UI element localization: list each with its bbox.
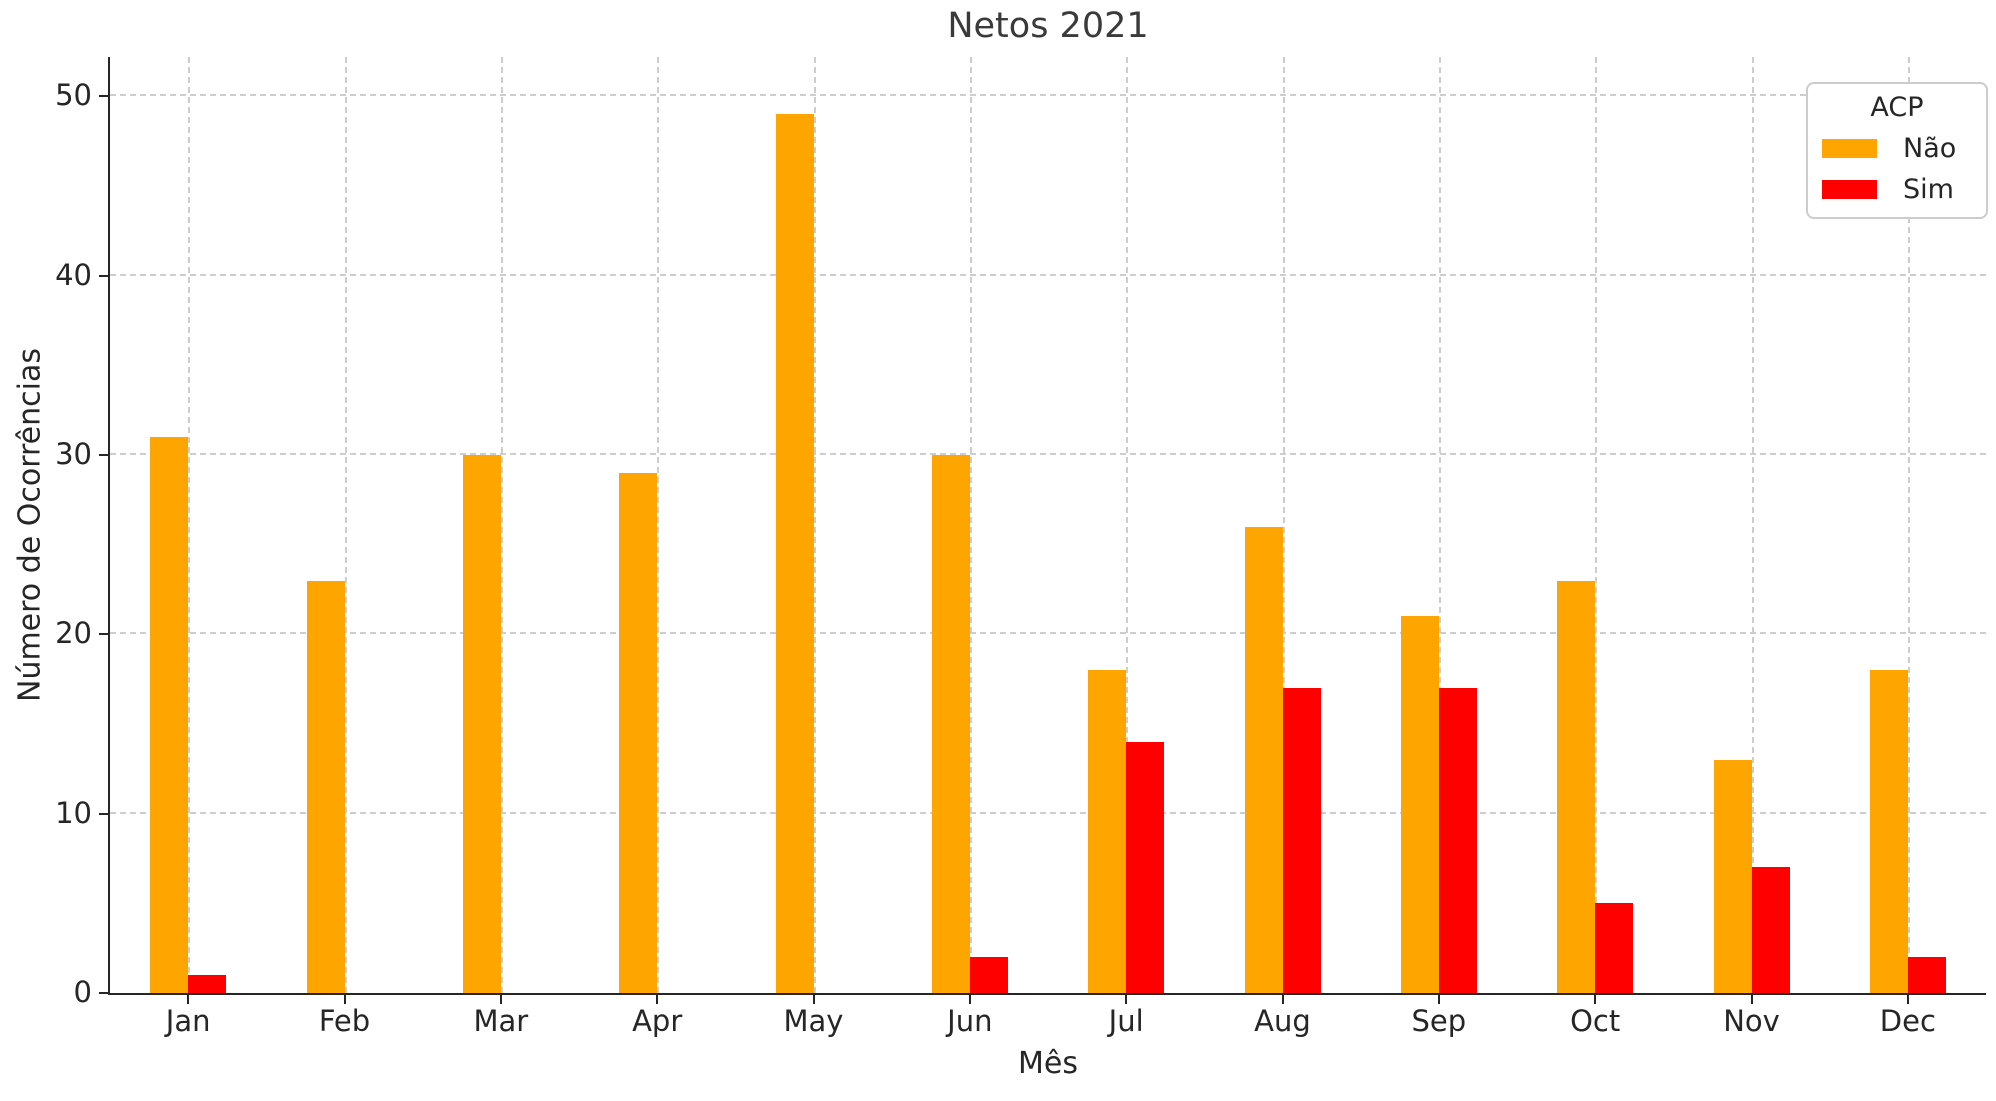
bar-sim-sep	[1438, 688, 1477, 993]
bar-sim-jun	[969, 957, 1008, 993]
bar-nao-nov	[1713, 759, 1752, 993]
vertical-gridline	[657, 57, 660, 993]
x-tick-mark	[1906, 995, 1909, 1004]
x-tick-mark	[343, 995, 346, 1004]
x-tick-label: Jan	[165, 1004, 211, 1038]
bar-nao-oct	[1557, 580, 1596, 993]
x-tick-label: Apr	[632, 1004, 683, 1038]
vertical-gridline	[813, 57, 816, 993]
x-tick-mark	[1281, 995, 1284, 1004]
x-tick-mark	[1750, 995, 1753, 1004]
chart-title: Netos 2021	[947, 6, 1149, 46]
x-tick-label: Feb	[318, 1004, 371, 1038]
x-tick-label: Nov	[1723, 1004, 1780, 1038]
bar-nao-sep	[1400, 616, 1439, 993]
y-tick-label: 0	[73, 975, 92, 1009]
y-tick-mark	[99, 95, 108, 98]
y-tick-label: 10	[55, 795, 92, 830]
vertical-gridline	[500, 57, 503, 993]
x-tick-mark	[656, 995, 659, 1004]
horizontal-gridline	[110, 273, 1986, 276]
y-tick-label: 30	[55, 437, 92, 472]
x-tick-mark	[187, 995, 190, 1004]
x-tick-label: May	[783, 1004, 844, 1038]
bar-sim-aug	[1282, 688, 1321, 993]
bar-sim-jan	[188, 975, 227, 993]
y-tick-mark	[99, 274, 108, 277]
y-tick-label: 40	[55, 257, 92, 292]
legend-swatch-sim	[1822, 180, 1877, 199]
bar-sim-dec	[1907, 957, 1946, 993]
vertical-gridline	[344, 57, 347, 993]
x-tick-mark	[499, 995, 502, 1004]
horizontal-gridline	[110, 94, 1986, 97]
bar-nao-jan	[150, 437, 189, 993]
x-tick-mark	[1594, 995, 1597, 1004]
vertical-gridline	[1438, 57, 1441, 993]
bar-nao-may	[775, 114, 814, 993]
x-tick-label: Mar	[473, 1004, 529, 1038]
legend-items: Não Sim	[1822, 133, 1972, 205]
bar-nao-aug	[1244, 526, 1283, 993]
x-tick-label: Sep	[1411, 1004, 1467, 1038]
legend-item-sim: Sim	[1822, 174, 1972, 205]
bar-sim-jul	[1126, 741, 1165, 993]
x-tick-label: Oct	[1570, 1004, 1621, 1038]
horizontal-gridline	[110, 811, 1986, 814]
vertical-gridline	[1751, 57, 1754, 993]
bar-sim-oct	[1595, 903, 1634, 993]
vertical-gridline	[1595, 57, 1598, 993]
y-tick-label: 20	[55, 616, 92, 651]
x-tick-mark	[968, 995, 971, 1004]
legend: ACP Não Sim	[1806, 82, 1988, 219]
y-tick-mark	[99, 812, 108, 815]
y-tick-mark	[99, 992, 108, 994]
bar-nao-dec	[1869, 670, 1908, 993]
vertical-gridline	[1282, 57, 1285, 993]
legend-item-não: Não	[1822, 133, 1972, 164]
x-tick-mark	[812, 995, 815, 1004]
y-axis-spine	[108, 57, 110, 995]
vertical-gridline	[969, 57, 972, 993]
x-tick-mark	[1125, 995, 1128, 1004]
bar-nao-mar	[462, 455, 501, 993]
x-tick-label: Jul	[1108, 1004, 1144, 1038]
y-tick-mark	[99, 454, 108, 457]
bar-nao-feb	[306, 580, 345, 993]
x-tick-label: Jun	[947, 1004, 993, 1038]
x-tick-mark	[1437, 995, 1440, 1004]
y-tick-label: 50	[55, 78, 92, 113]
legend-title: ACP	[1870, 92, 1924, 123]
x-tick-label: Dec	[1879, 1004, 1936, 1038]
vertical-gridline	[1907, 57, 1910, 993]
x-axis-label: Mês	[1018, 1046, 1078, 1081]
horizontal-gridline	[110, 453, 1986, 456]
legend-label: Não	[1903, 133, 1957, 164]
horizontal-gridline	[110, 632, 1986, 635]
x-tick-label: Aug	[1254, 1004, 1311, 1038]
bar-nao-jun	[931, 455, 970, 993]
bar-nao-apr	[619, 473, 658, 993]
y-tick-mark	[99, 633, 108, 636]
vertical-gridline	[188, 57, 191, 993]
legend-label: Sim	[1903, 174, 1954, 205]
plot-area	[110, 57, 1986, 993]
x-axis-spine	[108, 993, 1986, 995]
bar-nao-jul	[1088, 670, 1127, 993]
vertical-gridline	[1126, 57, 1129, 993]
bar-sim-nov	[1751, 867, 1790, 993]
legend-swatch-não	[1822, 139, 1877, 158]
